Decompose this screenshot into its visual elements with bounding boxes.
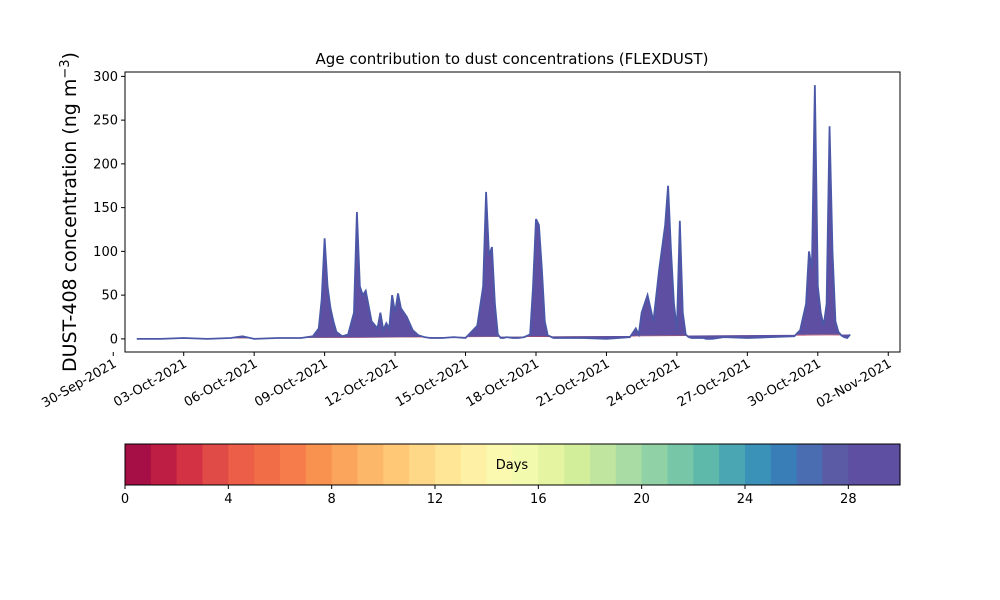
age-layer-area-3	[136, 85, 851, 339]
plot-frame	[124, 71, 901, 353]
x-tick-label: 24-Oct-2021	[605, 356, 683, 410]
x-axis-ticks: 30-Sep-202103-Oct-202106-Oct-202109-Oct-…	[39, 352, 894, 411]
colorbar-swatch	[125, 444, 152, 485]
colorbar-swatch	[590, 444, 617, 485]
colorbar-swatch	[719, 444, 746, 485]
colorbar-swatch	[564, 444, 591, 485]
colorbar-swatch	[435, 444, 462, 485]
x-tick-label: 15-Oct-2021	[393, 356, 471, 410]
colorbar	[125, 444, 901, 485]
x-tick-label: 06-Oct-2021	[182, 356, 260, 410]
colorbar-tick-label: 4	[224, 492, 232, 507]
x-tick-label: 27-Oct-2021	[675, 356, 753, 410]
y-tick-label: 300	[93, 70, 118, 85]
y-tick-label: 0	[110, 332, 118, 347]
colorbar-swatch	[331, 444, 359, 485]
colorbar-tick-label: 16	[530, 492, 547, 507]
colorbar-swatch	[305, 444, 333, 485]
colorbar-swatch	[745, 444, 772, 485]
colorbar-swatch	[693, 444, 720, 485]
colorbar-tick-label: 28	[840, 492, 857, 507]
colorbar-tick-label: 0	[121, 492, 129, 507]
x-tick-label: 18-Oct-2021	[464, 356, 542, 410]
chart-title: Age contribution to dust concentrations …	[316, 50, 709, 68]
colorbar-swatch	[486, 444, 514, 485]
colorbar-swatch	[796, 444, 824, 485]
colorbar-swatch	[150, 444, 178, 485]
colorbar-swatch	[383, 444, 410, 485]
colorbar-swatch	[512, 444, 539, 485]
colorbar-swatch	[280, 444, 307, 485]
x-tick-label: 21-Oct-2021	[534, 356, 612, 410]
colorbar-swatch	[641, 444, 669, 485]
y-axis-ticks: 0 50 100 150 200 250 300	[93, 70, 125, 347]
y-tick-label: 50	[101, 289, 118, 304]
colorbar-swatch	[409, 444, 436, 485]
x-tick-label: 02-Nov-2021	[814, 356, 894, 411]
x-tick-label: 12-Oct-2021	[323, 356, 401, 410]
colorbar-tick-label: 12	[427, 492, 444, 507]
colorbar-tick-label: 20	[633, 492, 650, 507]
colorbar-swatch	[202, 444, 229, 485]
plot-layers	[136, 85, 851, 340]
colorbar-swatch	[228, 444, 255, 485]
colorbar-swatch	[254, 444, 281, 485]
y-tick-label: 150	[93, 201, 118, 216]
colorbar-swatch	[357, 444, 384, 485]
colorbar-label: Days	[496, 458, 529, 473]
colorbar-tick-label: 8	[328, 492, 336, 507]
colorbar-swatch	[770, 444, 798, 485]
y-tick-label: 250	[93, 114, 118, 129]
x-tick-label: 09-Oct-2021	[252, 356, 330, 410]
colorbar-swatch	[538, 444, 565, 485]
colorbar-swatch	[667, 444, 694, 485]
colorbar-swatch	[176, 444, 204, 485]
colorbar-frame	[124, 443, 901, 486]
colorbar-tick-label: 24	[737, 492, 754, 507]
y-tick-label: 100	[93, 245, 118, 260]
colorbar-swatch	[874, 444, 901, 485]
x-tick-label: 30-Oct-2021	[745, 356, 823, 410]
colorbar-swatch	[615, 444, 643, 485]
y-axis-label-main: DUST-408 concentration (ng m	[59, 79, 81, 372]
y-axis-label: DUST-408 concentration (ng m−3)	[58, 52, 82, 372]
y-axis-label-exponent: −3	[58, 59, 73, 78]
y-tick-label: 200	[93, 157, 118, 172]
x-tick-label: 03-Oct-2021	[111, 356, 189, 410]
y-axis-label-close: )	[59, 52, 81, 59]
colorbar-swatch	[460, 444, 488, 485]
colorbar-swatch	[848, 444, 875, 485]
total-concentration-line	[136, 85, 851, 340]
colorbar-swatch	[822, 444, 849, 485]
colorbar-ticks: 0 4 8 12 16 20 24 28	[121, 485, 857, 507]
